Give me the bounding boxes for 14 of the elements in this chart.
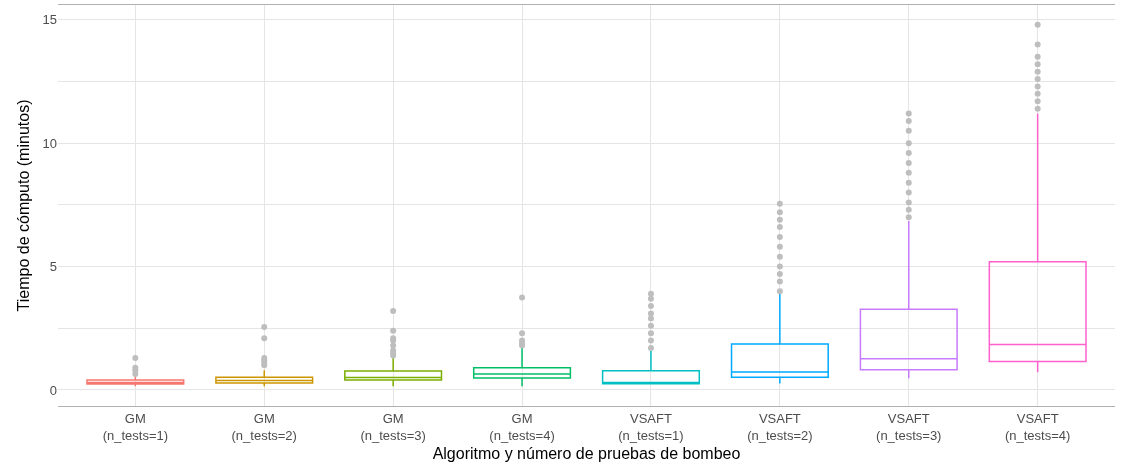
x-tick-label: VSAFT (n_tests=3) [876, 410, 942, 443]
x-tick-label: GM (n_tests=1) [102, 410, 169, 443]
y-tick-label: 0 [49, 382, 57, 398]
y-tick-label: 10 [42, 135, 57, 151]
x-tick-label: GM (n_tests=4) [489, 410, 555, 443]
x-tick-label: GM (n_tests=2) [231, 410, 297, 443]
y-tick-label: 5 [49, 259, 57, 275]
x-tick-label: VSAFT (n_tests=4) [1004, 410, 1071, 443]
y-axis-title: Tiempo de cómputo (minutos) [15, 99, 33, 312]
x-tick-label: VSAFT (n_tests=1) [618, 410, 684, 443]
x-tick-label: GM (n_tests=3) [360, 410, 426, 443]
x-axis-title: Algoritmo y número de pruebas de bombeo [432, 445, 741, 463]
x-tick-label: VSAFT (n_tests=2) [747, 410, 813, 443]
y-tick-label: 15 [42, 12, 57, 28]
